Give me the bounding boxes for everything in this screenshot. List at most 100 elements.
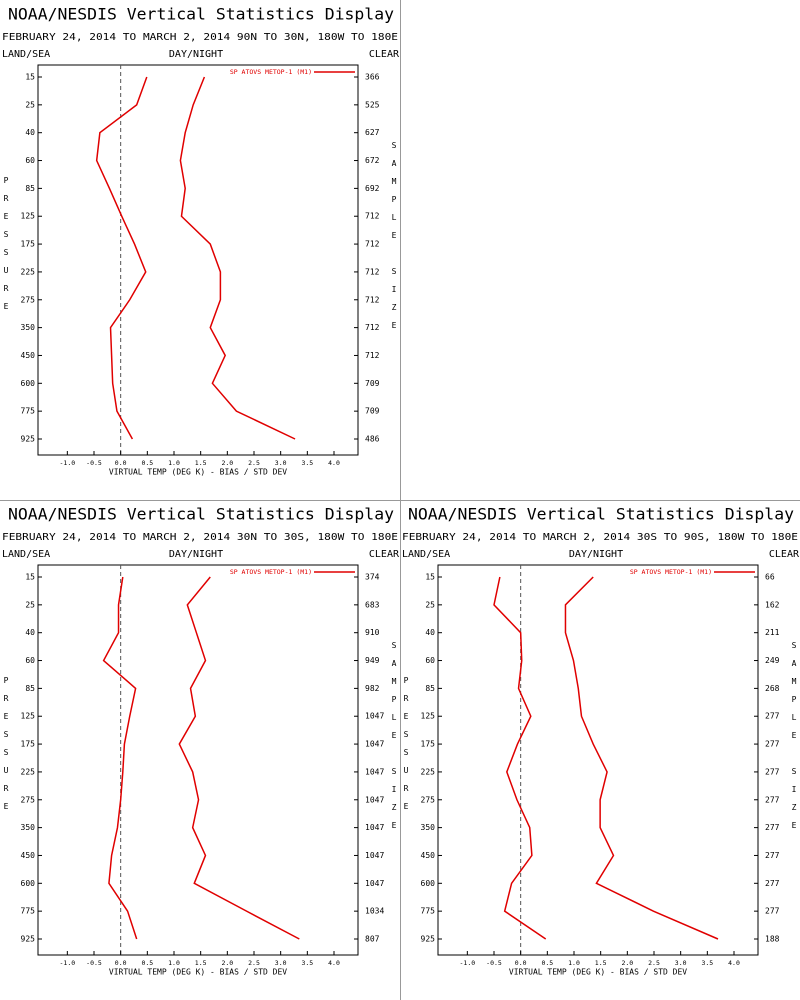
- header-label: CLEAR: [369, 49, 400, 60]
- x-tick-label: 0.5: [541, 959, 553, 967]
- sample-size-label: 249: [765, 656, 780, 665]
- sample-size-label: 1047: [365, 712, 384, 721]
- y-tick-label: 175: [421, 740, 436, 749]
- y2-axis-title: SAMPLE SIZE: [390, 641, 399, 839]
- x-axis-title: VIRTUAL TEMP (DEG K) - BIAS / STD DEV: [509, 968, 687, 977]
- sample-size-label: 1034: [365, 907, 384, 916]
- chart-title: NOAA/NESDIS Vertical Statistics Display: [8, 505, 394, 524]
- x-tick-label: 4.0: [328, 959, 340, 967]
- plot-frame: [437, 564, 759, 956]
- sample-size-label: 486: [365, 435, 380, 444]
- x-tick-label: 2.5: [248, 459, 260, 467]
- y-tick-label: 125: [421, 712, 436, 721]
- y-tick-label: 60: [25, 656, 35, 665]
- header-label: LAND/SEA: [402, 549, 450, 560]
- sample-size-label: 692: [365, 184, 380, 193]
- x-tick-label: 3.0: [275, 459, 287, 467]
- y-tick-label: 225: [421, 767, 436, 776]
- header-label: DAY/NIGHT: [169, 49, 223, 60]
- x-tick-label: 1.0: [568, 959, 580, 967]
- y-tick-label: 225: [21, 767, 36, 776]
- y-tick-label: 60: [425, 656, 435, 665]
- sample-size-label: 627: [365, 128, 380, 137]
- y-tick-label: 85: [425, 684, 435, 693]
- x-tick-label: 3.5: [701, 959, 713, 967]
- y-tick-label: 925: [421, 935, 436, 944]
- sample-size-label: 374: [365, 573, 380, 582]
- sample-size-label: 277: [765, 712, 780, 721]
- sample-size-label: 712: [365, 267, 380, 276]
- sample-size-label: 277: [765, 879, 780, 888]
- chart-title: NOAA/NESDIS Vertical Statistics Display: [8, 5, 394, 24]
- chart-subtitle: FEBRUARY 24, 2014 TO MARCH 2, 2014 90N T…: [2, 32, 398, 43]
- x-axis-title: VIRTUAL TEMP (DEG K) - BIAS / STD DEV: [109, 968, 287, 977]
- header-label: CLEAR: [369, 549, 400, 560]
- sample-size-label: 910: [365, 628, 380, 637]
- y-tick-label: 600: [421, 879, 436, 888]
- x-tick-label: -0.5: [486, 959, 502, 967]
- sample-size-label: 211: [765, 628, 780, 637]
- sample-size-label: 66: [765, 573, 775, 582]
- sample-size-label: 672: [365, 156, 380, 165]
- x-tick-label: 0.0: [115, 959, 127, 967]
- x-tick-label: 0.5: [141, 959, 153, 967]
- y-tick-label: 15: [25, 73, 35, 82]
- x-tick-label: 3.0: [275, 959, 287, 967]
- chart-panel: NOAA/NESDIS Vertical Statistics Display F…: [2, 5, 400, 477]
- std-dev-line: [178, 576, 300, 940]
- y-tick-label: 40: [25, 628, 35, 637]
- y-tick-label: 350: [21, 323, 36, 332]
- y-tick-label: 85: [25, 684, 35, 693]
- y-tick-label: 350: [421, 823, 436, 832]
- sample-size-label: 1047: [365, 740, 384, 749]
- x-tick-label: 1.0: [168, 959, 180, 967]
- y-tick-label: 925: [21, 935, 36, 944]
- x-tick-label: 0.0: [515, 959, 527, 967]
- x-tick-label: 2.0: [221, 959, 233, 967]
- sample-size-label: 709: [365, 379, 380, 388]
- y-tick-label: 25: [25, 600, 35, 609]
- y-tick-label: 275: [21, 295, 36, 304]
- x-tick-label: -0.5: [86, 959, 102, 967]
- y-tick-label: 40: [25, 128, 35, 137]
- y-tick-label: 775: [21, 907, 36, 916]
- sample-size-label: 277: [765, 851, 780, 860]
- sample-size-label: 277: [765, 740, 780, 749]
- y-tick-label: 125: [21, 212, 36, 221]
- sample-size-label: 277: [765, 907, 780, 916]
- x-tick-label: 1.5: [595, 959, 607, 967]
- y-tick-label: 450: [421, 851, 436, 860]
- y-axis-title: PRESSURE: [2, 676, 11, 820]
- y-tick-label: 775: [21, 407, 36, 416]
- legend-label: SP ATOVS METOP-1 (M1): [630, 568, 712, 576]
- x-tick-label: -1.0: [460, 959, 476, 967]
- sample-size-label: 1047: [365, 851, 384, 860]
- chart-subtitle: FEBRUARY 24, 2014 TO MARCH 2, 2014 30S T…: [402, 532, 798, 543]
- sample-size-label: 712: [365, 351, 380, 360]
- y-tick-label: 450: [21, 851, 36, 860]
- x-tick-label: 4.0: [328, 459, 340, 467]
- header-label: CLEAR: [769, 549, 800, 560]
- sample-size-label: 712: [365, 240, 380, 249]
- sample-size-label: 709: [365, 407, 380, 416]
- y-tick-label: 40: [425, 628, 435, 637]
- sample-size-label: 366: [365, 73, 380, 82]
- bias-line: [95, 76, 148, 440]
- y-tick-label: 15: [25, 573, 35, 582]
- x-tick-label: 1.0: [168, 459, 180, 467]
- header-label: LAND/SEA: [2, 549, 50, 560]
- sample-size-label: 683: [365, 600, 380, 609]
- y-axis-title: PRESSURE: [402, 676, 411, 820]
- x-tick-label: -1.0: [60, 959, 76, 967]
- y2-axis-title: SAMPLE SIZE: [790, 641, 799, 839]
- sample-size-label: 162: [765, 600, 780, 609]
- y-tick-label: 15: [425, 573, 435, 582]
- std-dev-line: [564, 576, 719, 940]
- x-tick-label: 2.5: [248, 959, 260, 967]
- y-tick-label: 275: [21, 795, 36, 804]
- y-tick-label: 25: [25, 100, 35, 109]
- chart-panel: NOAA/NESDIS Vertical Statistics Display F…: [402, 505, 800, 977]
- sample-size-label: 277: [765, 767, 780, 776]
- chart-subtitle: FEBRUARY 24, 2014 TO MARCH 2, 2014 30N T…: [2, 532, 398, 543]
- bias-line: [493, 576, 547, 940]
